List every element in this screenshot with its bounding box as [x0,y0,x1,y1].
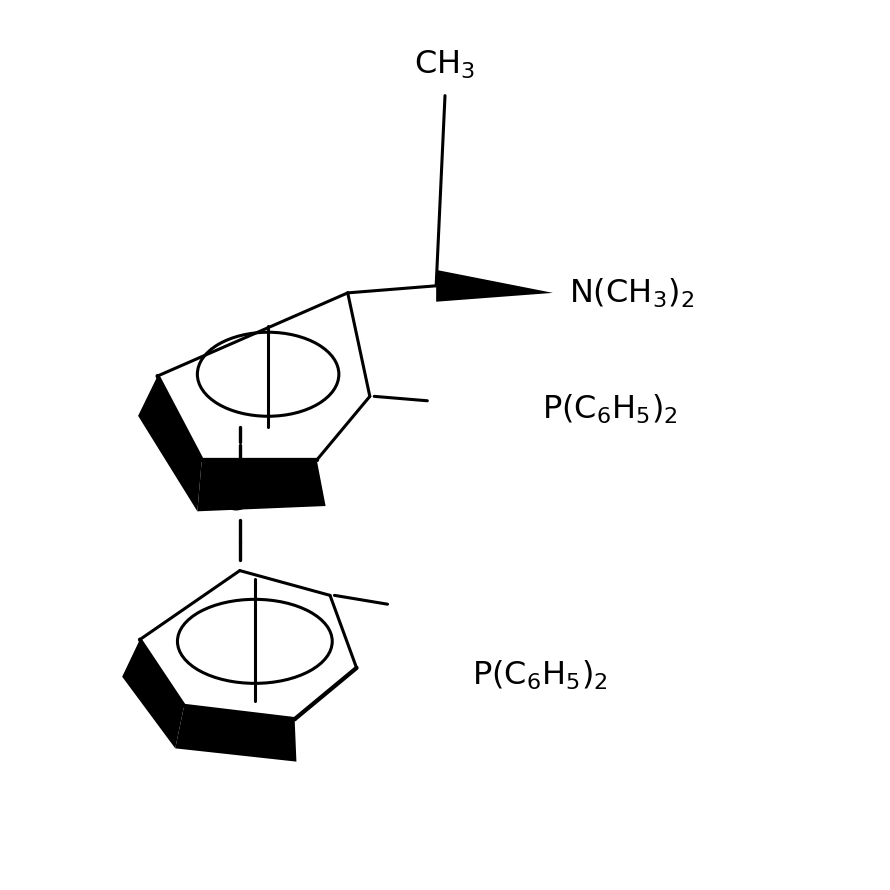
Polygon shape [198,460,326,512]
Text: P(C$_6$H$_5$)$_2$: P(C$_6$H$_5$)$_2$ [472,659,608,692]
Polygon shape [122,640,184,748]
Text: N(CH$_3$)$_2$: N(CH$_3$)$_2$ [569,276,694,310]
Polygon shape [175,706,296,762]
Text: Fe: Fe [206,483,246,517]
Text: CH$_3$: CH$_3$ [415,48,475,81]
Polygon shape [436,270,553,302]
Polygon shape [138,376,202,512]
Text: P(C$_6$H$_5$)$_2$: P(C$_6$H$_5$)$_2$ [542,392,678,426]
